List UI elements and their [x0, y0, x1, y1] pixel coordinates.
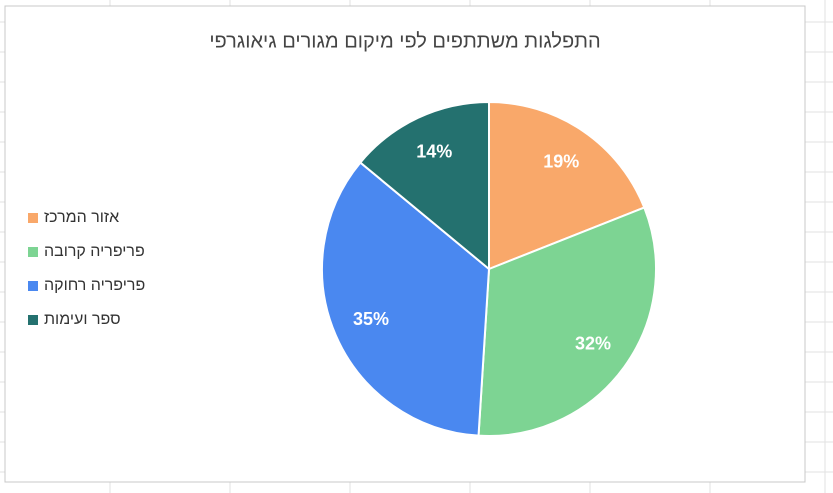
legend-label: אזור המרכז	[44, 209, 119, 226]
data-label: 32%	[575, 333, 611, 353]
chart-title: התפלגות משתתפים לפי מיקום מגורים גיאוגרפ…	[209, 30, 600, 52]
pie-slice	[477, 206, 657, 437]
data-label: 19%	[543, 151, 579, 171]
legend-swatch	[28, 247, 38, 257]
legend-label: פריפריה קרובה	[44, 243, 145, 260]
pie-slice	[358, 100, 490, 272]
legend-label: פריפריה רחוקה	[44, 277, 145, 294]
legend-swatch	[28, 315, 38, 325]
pie-slice	[488, 100, 646, 271]
legend-label: ספר ועימות	[44, 311, 121, 328]
legend-swatch	[28, 281, 38, 291]
pie-slice	[321, 161, 491, 437]
legend-swatch	[28, 213, 38, 223]
data-label: 35%	[353, 309, 389, 329]
data-label: 14%	[416, 141, 452, 161]
